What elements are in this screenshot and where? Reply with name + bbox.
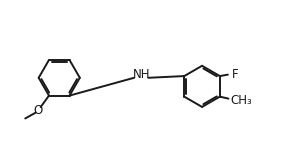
Text: NH: NH (133, 68, 151, 81)
Text: F: F (232, 68, 238, 81)
Text: CH₃: CH₃ (231, 93, 253, 107)
Text: O: O (34, 104, 43, 117)
